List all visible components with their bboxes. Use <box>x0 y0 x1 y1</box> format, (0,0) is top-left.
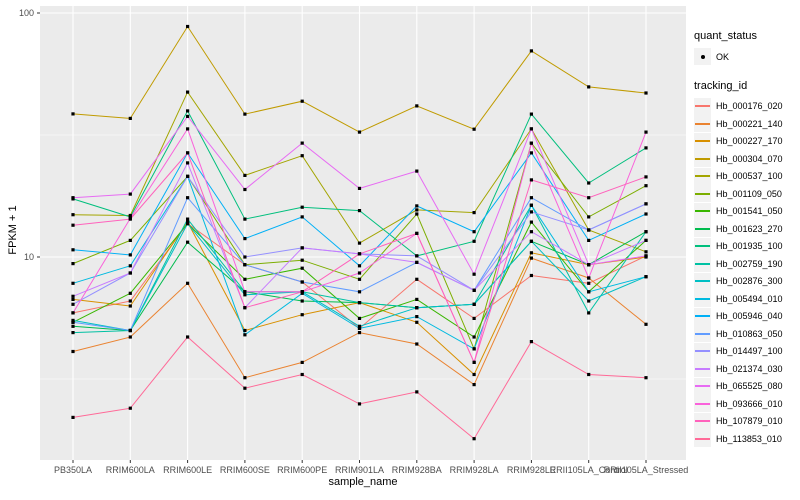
color-line-icon <box>694 272 711 290</box>
svg-text:RRIM928LE: RRIM928LE <box>507 465 556 475</box>
svg-text:RRII105LA_Control: RRII105LA_Control <box>550 465 628 475</box>
x-axis-title: sample_name <box>328 476 398 488</box>
svg-text:RRIM600SE: RRIM600SE <box>220 465 270 475</box>
svg-text:100: 100 <box>19 8 34 18</box>
legend-item-label: OK <box>716 51 730 62</box>
legend-item: Hb_113853_010 <box>694 430 798 448</box>
ok-point-key <box>694 48 711 66</box>
legend-item-label: Hb_002759_190 <box>716 258 783 269</box>
legend-item: Hb_005946_040 <box>694 307 798 326</box>
color-line-icon <box>694 132 711 150</box>
svg-text:RRIM600LA: RRIM600LA <box>106 465 155 475</box>
color-line-icon <box>694 377 711 395</box>
legend-item-label: Hb_021374_030 <box>716 363 783 374</box>
legend-item-label: Hb_113853_010 <box>716 433 782 444</box>
color-line-icon <box>694 412 711 430</box>
svg-text:RRIM928LA: RRIM928LA <box>450 465 499 475</box>
legend-item: Hb_000176_020 <box>694 97 798 116</box>
legend-item: Hb_065525_080 <box>694 377 798 396</box>
legend-item-label: Hb_000176_020 <box>716 101 783 112</box>
legend-item: Hb_010863_050 <box>694 325 798 343</box>
legend-title-tracking-id: tracking_id <box>694 79 748 92</box>
legend-item: Hb_000227_170 <box>694 132 798 151</box>
color-line-icon <box>694 150 711 168</box>
legend-item-label: Hb_001109_050 <box>716 188 782 199</box>
color-line-icon <box>694 395 711 413</box>
y-axis-title: FPKM + 1 <box>7 205 19 255</box>
legend-item: Hb_014497_100 <box>694 342 798 361</box>
svg-text:RRIM901LA: RRIM901LA <box>335 465 384 475</box>
legend-item-label: Hb_000227_170 <box>716 136 783 147</box>
svg-text:RRIM600PE: RRIM600PE <box>277 465 327 475</box>
color-line-icon <box>694 167 711 185</box>
legend-quant-status: quant_status OK <box>694 30 798 66</box>
color-line-icon <box>694 220 711 238</box>
svg-text:RRII105LA_Stressed: RRII105LA_Stressed <box>604 465 689 475</box>
legend-item: Hb_005494_010 <box>694 290 798 308</box>
legend-item: Hb_093666_010 <box>694 395 798 413</box>
legend-item-label: Hb_107879_010 <box>716 416 783 427</box>
legend-item: Hb_001109_050 <box>694 185 798 203</box>
svg-text:RRIM928BA: RRIM928BA <box>392 465 442 475</box>
svg-text:PB350LA: PB350LA <box>54 465 92 475</box>
legend-item-label: Hb_005494_010 <box>716 293 783 304</box>
legend-item: Hb_001541_050 <box>694 202 798 221</box>
legend-item-label: Hb_005946_040 <box>716 311 783 322</box>
legend-item-label: Hb_014497_100 <box>716 346 783 357</box>
legend-item: Hb_001935_100 <box>694 237 798 256</box>
legend-item-label: Hb_000537_100 <box>716 171 783 182</box>
legend-item-label: Hb_000304_070 <box>716 153 783 164</box>
color-line-icon <box>694 97 711 115</box>
color-line-icon <box>694 360 711 378</box>
svg-text:RRIM600LE: RRIM600LE <box>163 465 212 475</box>
legend-item-label: Hb_001623_270 <box>716 223 783 234</box>
legend-item-label: Hb_010863_050 <box>716 328 783 339</box>
legend-item-label: Hb_001541_050 <box>716 206 783 217</box>
legend-item-label: Hb_000221_140 <box>716 118 783 129</box>
legend-item: Hb_000304_070 <box>694 150 798 168</box>
legend-item-label: Hb_002876_300 <box>716 276 783 287</box>
legend-item-label: Hb_001935_100 <box>716 241 783 252</box>
color-line-icon <box>694 307 711 325</box>
legend-item: Hb_021374_030 <box>694 360 798 378</box>
legend-item-label: Hb_093666_010 <box>716 398 783 409</box>
black-point-icon <box>700 54 705 59</box>
color-line-icon <box>694 255 711 273</box>
legend-item: Hb_000537_100 <box>694 167 798 186</box>
legend-tracking-items: Hb_000176_020 Hb_000221_140 Hb_000227_170 H… <box>694 97 798 448</box>
color-line-icon <box>694 325 711 343</box>
color-line-icon <box>694 430 711 448</box>
legend-item-label: Hb_065525_080 <box>716 381 783 392</box>
legend-item: Hb_002759_190 <box>694 255 798 273</box>
legend-item: Hb_001623_270 <box>694 220 798 238</box>
legend: quant_status OK tracking_id Hb_000176_02… <box>694 30 798 462</box>
legend-title-quant-status: quant_status <box>694 30 757 42</box>
color-line-icon <box>694 185 711 203</box>
color-line-icon <box>694 115 711 133</box>
color-line-icon <box>694 202 711 220</box>
legend-item: Hb_107879_010 <box>694 412 798 431</box>
legend-item-ok: OK <box>694 48 798 66</box>
color-line-icon <box>694 237 711 255</box>
color-line-icon <box>694 342 711 360</box>
color-line-icon <box>694 290 711 308</box>
svg-text:10: 10 <box>24 252 34 262</box>
legend-tracking-id: tracking_id Hb_000176_020 Hb_000221_140 Hb… <box>694 80 798 448</box>
legend-item: Hb_000221_140 <box>694 115 798 133</box>
legend-item: Hb_002876_300 <box>694 272 798 291</box>
